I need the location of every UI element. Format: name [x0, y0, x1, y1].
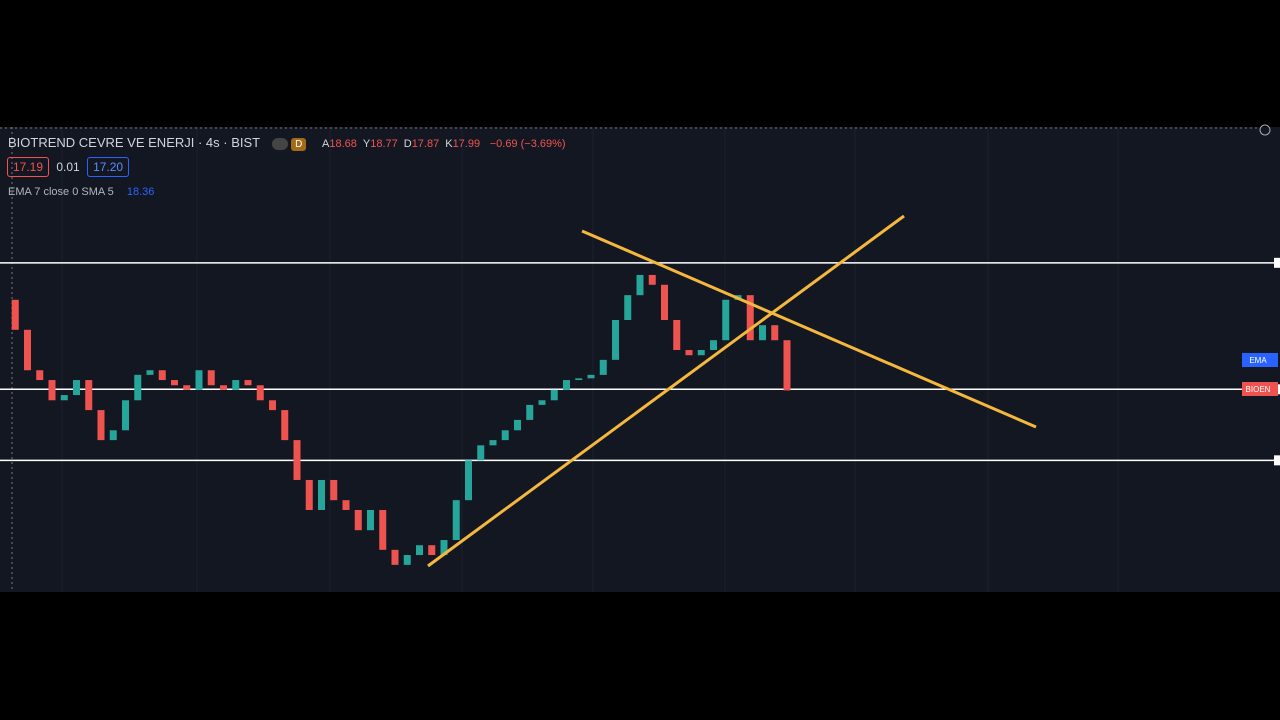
indicator: EMA 7 close 0 SMA 5 18.36 — [8, 186, 154, 198]
candle — [256, 385, 264, 401]
candle — [514, 419, 521, 431]
candle — [318, 479, 325, 510]
candle — [122, 400, 129, 431]
candle — [722, 299, 730, 341]
ohlc-key: A — [321, 138, 330, 150]
candle — [354, 509, 362, 531]
candle — [759, 325, 766, 341]
candle — [599, 359, 607, 375]
candle — [697, 350, 705, 356]
candle — [60, 395, 68, 401]
candle — [501, 430, 509, 441]
candle — [661, 284, 668, 320]
candle — [416, 545, 423, 556]
trend-line — [581, 229, 1037, 429]
candle — [440, 540, 448, 556]
change: −0.69 (−3.69%) — [489, 138, 566, 150]
candle — [134, 374, 142, 401]
candle — [612, 319, 619, 360]
candle — [330, 479, 338, 501]
candle — [477, 445, 485, 461]
candle — [587, 374, 595, 379]
candle — [73, 380, 80, 396]
chart-area — [0, 127, 1280, 592]
candle — [403, 555, 411, 565]
candle — [146, 370, 154, 375]
ohlc-value: 17.87 — [411, 138, 440, 150]
indicator-value: 18.36 — [126, 186, 155, 198]
candle — [293, 440, 301, 480]
price-label: EMA — [1249, 356, 1267, 365]
candle — [624, 295, 632, 320]
ohlc-key: K — [445, 138, 453, 150]
price-label: BIOEN — [1246, 385, 1271, 394]
candle — [281, 410, 289, 441]
spread: 0.01 — [56, 160, 80, 174]
candle — [452, 500, 460, 541]
candle — [158, 370, 166, 381]
ohlc-value: 18.68 — [329, 138, 357, 150]
candle — [232, 380, 240, 390]
candle — [195, 370, 203, 390]
candle — [783, 340, 791, 391]
candle — [538, 400, 546, 405]
sell-button[interactable]: 17.19 — [7, 157, 50, 177]
candle — [526, 404, 534, 420]
candle — [109, 430, 117, 441]
badge: D — [291, 138, 307, 151]
candle — [244, 380, 252, 386]
header: BIOTREND CEVRE VE ENERJI · 4s · BIST D A… — [8, 135, 566, 151]
ohlc-key: Y — [362, 138, 371, 150]
trend-line — [427, 214, 905, 568]
candle — [36, 370, 44, 381]
buy-button[interactable]: 17.20 — [87, 157, 130, 177]
candle — [648, 274, 656, 285]
candle — [636, 274, 644, 296]
candle — [269, 400, 276, 411]
candle — [465, 460, 472, 501]
trade-row: 17.19 0.01 17.20 — [7, 157, 130, 177]
price-label-bg — [1242, 382, 1278, 396]
candle — [48, 380, 56, 401]
candle — [710, 340, 717, 351]
level-handle — [1274, 455, 1280, 466]
candle — [207, 370, 215, 386]
candle — [305, 479, 313, 510]
candle — [489, 440, 497, 446]
price-label-bg — [1242, 353, 1278, 367]
candle — [746, 295, 754, 341]
candle — [367, 509, 374, 531]
level-handle — [1274, 257, 1280, 268]
indicator-name: EMA 7 close 0 SMA 5 — [8, 186, 114, 198]
candle — [550, 389, 558, 401]
candle — [342, 500, 350, 510]
toggle[interactable] — [271, 137, 288, 150]
candle — [11, 299, 19, 330]
ohlc-value: 18.77 — [370, 138, 398, 150]
ohlc-value: 17.99 — [452, 138, 481, 150]
grid — [61, 127, 1119, 592]
candle — [771, 325, 779, 341]
candle — [563, 380, 570, 390]
candle — [391, 549, 399, 565]
candle — [97, 410, 105, 441]
candle — [183, 385, 191, 390]
symbol: BIOTREND CEVRE VE ENERJI · 4s · BIST — [8, 135, 260, 150]
candle — [673, 319, 681, 351]
ohlc: A18.68 Y18.77 D17.87 K17.99 — [322, 138, 486, 150]
candle — [428, 545, 436, 556]
candle — [24, 329, 31, 371]
candle — [575, 378, 583, 381]
candle — [220, 385, 227, 390]
candle — [379, 509, 387, 550]
candle — [171, 380, 178, 386]
add-button[interactable] — [1259, 124, 1271, 136]
candle — [685, 350, 693, 356]
candle — [85, 380, 93, 411]
ohlc-key: D — [403, 138, 412, 150]
